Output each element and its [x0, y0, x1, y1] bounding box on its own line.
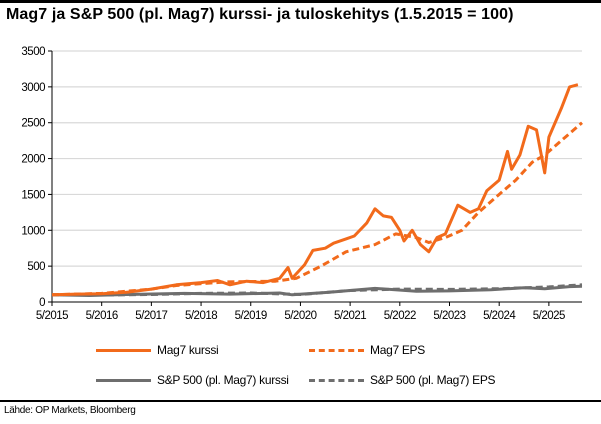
y-tick-label: 3500 — [21, 46, 45, 58]
series-line-s-p-500-pl-mag7-eps — [51, 283, 583, 297]
legend-label: S&P 500 (pl. Mag7) kurssi — [157, 373, 289, 387]
top-rule — [0, 0, 601, 3]
legend-item-sp500-eps: S&P 500 (pl. Mag7) EPS — [309, 373, 496, 387]
y-tick-label: 2500 — [21, 118, 45, 130]
x-tick-label: 5/2024 — [483, 310, 516, 322]
y-tick-label: 1500 — [21, 189, 45, 201]
legend-label: S&P 500 (pl. Mag7) EPS — [370, 373, 496, 387]
source-note: Lähde: OP Markets, Bloomberg — [4, 405, 136, 416]
bottom-rule — [0, 400, 601, 402]
legend-swatch — [309, 378, 364, 382]
x-tick-label: 5/2018 — [185, 310, 217, 322]
x-tick-label: 5/2020 — [284, 310, 316, 322]
x-tick-label: 5/2025 — [533, 310, 565, 322]
legend-label: Mag7 kurssi — [157, 343, 219, 357]
x-tick-label: 5/2022 — [384, 310, 416, 322]
x-tick-label: 5/2017 — [135, 310, 167, 322]
line-chart: 0 500 1000 1500 2000 2500 3000 3500 5/2015 5/2016… — [21, 46, 583, 322]
series-line-mag7-eps — [51, 121, 583, 297]
legend-swatch — [309, 348, 364, 352]
legend-swatch — [96, 378, 151, 382]
legend-item-sp500-kurssi: S&P 500 (pl. Mag7) kurssi — [96, 373, 289, 387]
chart-title: Mag7 ja S&P 500 (pl. Mag7) kurssi- ja tu… — [6, 6, 514, 23]
legend-label: Mag7 EPS — [370, 343, 425, 357]
x-tick-label: 5/2021 — [334, 310, 366, 322]
legend-item-mag7-eps: Mag7 EPS — [309, 343, 425, 357]
x-tick-label: 5/2015 — [36, 310, 68, 322]
y-tick-label: 2000 — [21, 154, 45, 166]
y-tick-label: 1000 — [21, 225, 45, 237]
legend-item-mag7-kurssi: Mag7 kurssi — [96, 343, 219, 357]
y-tick-label: 500 — [27, 261, 45, 273]
legend-swatch — [96, 348, 151, 352]
x-tick-label: 5/2023 — [433, 310, 465, 322]
series-line-mag7-kurssi — [51, 83, 579, 297]
y-tick-label: 3000 — [21, 82, 45, 94]
x-tick-label: 5/2019 — [235, 310, 267, 322]
x-tick-label: 5/2016 — [86, 310, 118, 322]
y-tick-label: 0 — [39, 297, 45, 309]
